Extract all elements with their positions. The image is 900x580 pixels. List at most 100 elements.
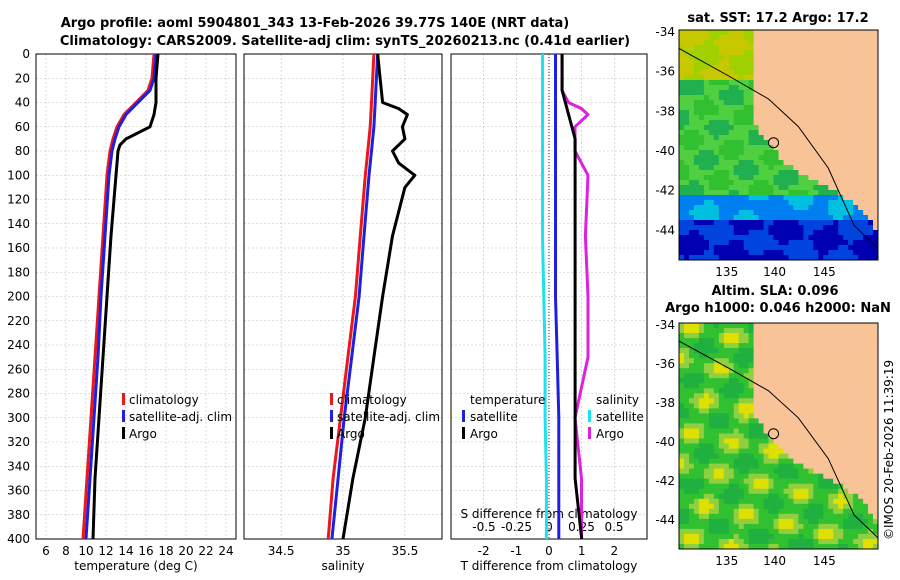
map-cell [713,453,720,460]
map-cell [843,145,849,151]
map-cell [733,378,740,384]
map-cell [803,498,809,505]
map-cell [753,388,760,394]
map-cell [803,513,809,520]
map-cell [783,463,789,470]
map-cell [743,225,750,231]
map-cell [818,125,824,131]
map-cell [783,493,789,500]
map-cell [873,528,879,535]
map-cell [684,205,690,211]
map-cell [808,95,814,101]
map-cell [679,240,685,246]
map-cell [828,539,834,545]
map-cell [679,250,685,256]
map-cell [798,230,804,236]
map-cell [863,125,869,131]
map-cell [738,170,745,176]
map-cell [823,105,829,111]
map-cell [743,35,750,41]
map-cell [788,343,794,349]
map-cell [703,478,710,485]
map-cell [748,140,755,146]
title-line1: Argo profile: aoml 5904801_343 13-Feb-20… [61,16,570,31]
series-t-satellite [554,54,561,539]
map-cell [818,160,824,166]
map-cell [733,388,740,394]
map-cell [853,120,859,126]
map-cell [684,85,690,91]
map-cell [693,210,700,216]
map-cell [793,105,799,111]
map-cell [803,60,809,66]
map-cell [743,523,750,530]
map-cell [873,40,879,46]
map-cell [818,478,824,485]
map-cell [838,85,844,91]
map-cell [813,200,819,206]
map-cell [698,518,705,525]
map-cell [823,473,829,480]
map-cell [863,190,869,196]
map-cell [818,115,824,121]
map-cell [743,150,750,156]
map-cell [733,185,740,191]
map-cell [763,488,770,495]
map-cell [743,363,750,369]
map-cell [818,408,824,414]
map-cell [693,255,700,261]
map-cell [823,493,829,500]
map-cell [708,513,715,520]
map-cell [718,443,725,449]
map-cell [689,235,695,241]
map-cell [798,170,804,176]
map-cell [868,393,874,399]
map-cell [838,65,844,71]
map-cell [818,363,824,369]
map-cell [698,433,705,439]
map-cell [738,125,745,131]
map-cell [728,473,735,480]
map-cell [758,235,765,241]
map-cell [848,175,854,181]
map-cell [818,170,824,176]
map-cell [828,493,834,500]
map-cell [679,85,685,91]
map-cell [873,225,879,231]
map-cell [713,533,720,540]
map-cell [693,533,700,540]
map-cell [808,45,814,51]
map-cell [738,130,745,136]
map-cell [718,458,725,465]
map-cell [873,423,879,429]
map-cell [733,230,740,236]
map-y-tick: -44 [655,513,675,527]
map-cell [703,70,710,76]
title-line2: Climatology: CARS2009. Satellite-adj cli… [60,34,630,49]
map-cell [798,503,804,510]
map-cell [708,363,715,369]
map-cell [803,180,809,186]
map-cell [788,50,794,56]
map-cell [684,195,690,201]
map-cell [813,513,819,520]
map-cell [738,115,745,121]
map-cell [793,95,799,101]
map-cell [743,145,750,151]
map-cell [828,503,834,510]
map-x-tick: 135 [715,554,738,568]
y-tick-label: 400 [7,532,30,546]
map-cell [828,220,834,226]
map-cell [708,150,715,156]
map-cell [793,353,799,359]
map-cell [873,250,879,256]
map-cell [748,125,755,131]
map-cell [783,323,789,329]
map-cell [838,95,844,101]
map-cell [813,140,819,146]
map-cell [868,533,874,540]
map-cell [793,398,799,404]
map-cell [713,85,720,91]
map-cell [698,533,705,540]
map-cell [723,210,730,216]
